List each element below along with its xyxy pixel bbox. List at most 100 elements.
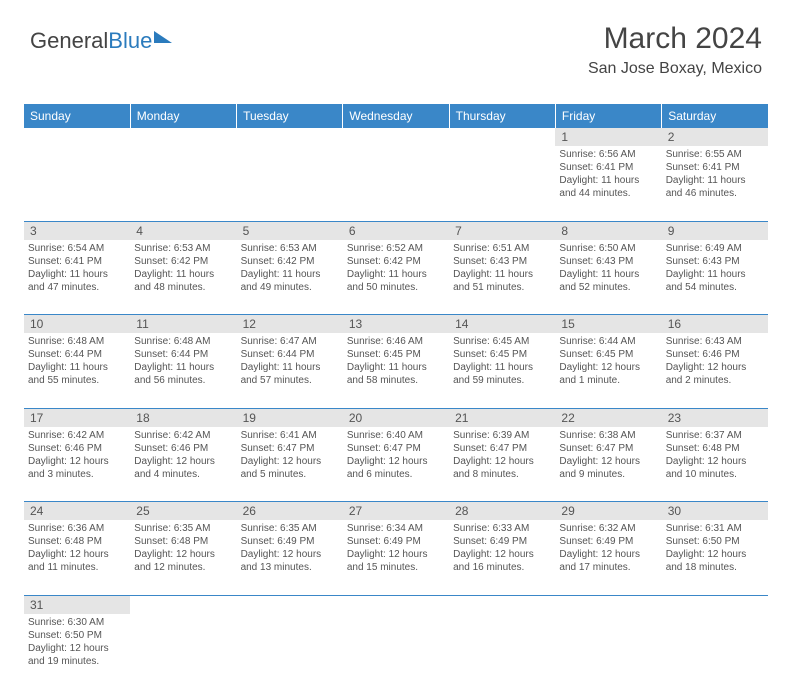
day-number-cell: 22 xyxy=(555,408,661,427)
daynum-row: 31 xyxy=(24,595,768,614)
day-info-line: Sunrise: 6:43 AM xyxy=(666,335,764,348)
day-info-line: Sunset: 6:49 PM xyxy=(347,535,445,548)
day-info-line: Sunrise: 6:54 AM xyxy=(28,242,126,255)
day-content-cell xyxy=(130,614,236,689)
day-info-line: Sunrise: 6:53 AM xyxy=(241,242,339,255)
day-info-line: Daylight: 12 hours and 17 minutes. xyxy=(559,548,657,574)
day-info-line: Sunset: 6:46 PM xyxy=(134,442,232,455)
day-info-line: Daylight: 12 hours and 1 minute. xyxy=(559,361,657,387)
day-number-cell xyxy=(449,128,555,146)
day-content-cell xyxy=(662,614,768,689)
day-number-cell: 13 xyxy=(343,315,449,334)
day-number-cell xyxy=(130,595,236,614)
day-info-line: Daylight: 11 hours and 52 minutes. xyxy=(559,268,657,294)
day-info-line: Sunrise: 6:50 AM xyxy=(559,242,657,255)
day-number-cell xyxy=(662,595,768,614)
day-number-cell xyxy=(343,128,449,146)
day-info-line: Sunrise: 6:55 AM xyxy=(666,148,764,161)
day-content-cell: Sunrise: 6:48 AMSunset: 6:44 PMDaylight:… xyxy=(130,333,236,408)
day-info-line: Daylight: 12 hours and 3 minutes. xyxy=(28,455,126,481)
day-info-line: Sunrise: 6:52 AM xyxy=(347,242,445,255)
day-info-line: Daylight: 12 hours and 12 minutes. xyxy=(134,548,232,574)
day-content-cell: Sunrise: 6:45 AMSunset: 6:45 PMDaylight:… xyxy=(449,333,555,408)
day-info-line: Sunset: 6:42 PM xyxy=(134,255,232,268)
day-info-line: Daylight: 12 hours and 9 minutes. xyxy=(559,455,657,481)
day-content-cell: Sunrise: 6:42 AMSunset: 6:46 PMDaylight:… xyxy=(130,427,236,502)
day-content-cell xyxy=(449,146,555,221)
day-number-cell: 1 xyxy=(555,128,661,146)
day-info-line: Daylight: 11 hours and 47 minutes. xyxy=(28,268,126,294)
content-row: Sunrise: 6:48 AMSunset: 6:44 PMDaylight:… xyxy=(24,333,768,408)
day-info-line: Sunset: 6:49 PM xyxy=(241,535,339,548)
day-info-line: Sunset: 6:41 PM xyxy=(666,161,764,174)
day-info-line: Sunset: 6:44 PM xyxy=(241,348,339,361)
day-number-cell: 4 xyxy=(130,221,236,240)
day-info-line: Sunset: 6:45 PM xyxy=(559,348,657,361)
daynum-row: 17181920212223 xyxy=(24,408,768,427)
page-title: March 2024 xyxy=(588,22,762,56)
day-number-cell xyxy=(130,128,236,146)
day-content-cell xyxy=(24,146,130,221)
day-info-line: Daylight: 11 hours and 54 minutes. xyxy=(666,268,764,294)
weekday-header: Friday xyxy=(555,104,661,128)
day-content-cell: Sunrise: 6:38 AMSunset: 6:47 PMDaylight:… xyxy=(555,427,661,502)
day-info-line: Daylight: 12 hours and 10 minutes. xyxy=(666,455,764,481)
day-info-line: Daylight: 11 hours and 56 minutes. xyxy=(134,361,232,387)
day-info-line: Sunset: 6:41 PM xyxy=(559,161,657,174)
day-info-line: Sunset: 6:43 PM xyxy=(666,255,764,268)
day-number-cell: 5 xyxy=(237,221,343,240)
day-info-line: Daylight: 11 hours and 59 minutes. xyxy=(453,361,551,387)
day-info-line: Sunrise: 6:42 AM xyxy=(134,429,232,442)
day-info-line: Daylight: 11 hours and 44 minutes. xyxy=(559,174,657,200)
logo-text-2: Blue xyxy=(108,28,152,53)
day-info-line: Sunrise: 6:31 AM xyxy=(666,522,764,535)
day-number-cell: 9 xyxy=(662,221,768,240)
day-info-line: Sunrise: 6:30 AM xyxy=(28,616,126,629)
day-info-line: Daylight: 11 hours and 58 minutes. xyxy=(347,361,445,387)
day-number-cell: 24 xyxy=(24,502,130,521)
day-number-cell: 27 xyxy=(343,502,449,521)
day-info-line: Daylight: 11 hours and 50 minutes. xyxy=(347,268,445,294)
day-info-line: Sunrise: 6:42 AM xyxy=(28,429,126,442)
day-info-line: Sunrise: 6:38 AM xyxy=(559,429,657,442)
day-info-line: Sunset: 6:42 PM xyxy=(347,255,445,268)
day-content-cell: Sunrise: 6:52 AMSunset: 6:42 PMDaylight:… xyxy=(343,240,449,315)
logo-text-1: General xyxy=(30,28,108,53)
day-number-cell: 21 xyxy=(449,408,555,427)
day-info-line: Daylight: 12 hours and 13 minutes. xyxy=(241,548,339,574)
day-number-cell: 16 xyxy=(662,315,768,334)
day-info-line: Daylight: 11 hours and 55 minutes. xyxy=(28,361,126,387)
daynum-row: 24252627282930 xyxy=(24,502,768,521)
day-info-line: Daylight: 12 hours and 18 minutes. xyxy=(666,548,764,574)
day-content-cell: Sunrise: 6:31 AMSunset: 6:50 PMDaylight:… xyxy=(662,520,768,595)
day-info-line: Sunset: 6:41 PM xyxy=(28,255,126,268)
weekday-header: Thursday xyxy=(449,104,555,128)
day-content-cell xyxy=(130,146,236,221)
day-content-cell: Sunrise: 6:34 AMSunset: 6:49 PMDaylight:… xyxy=(343,520,449,595)
day-info-line: Sunrise: 6:48 AM xyxy=(28,335,126,348)
day-content-cell: Sunrise: 6:54 AMSunset: 6:41 PMDaylight:… xyxy=(24,240,130,315)
day-info-line: Sunset: 6:44 PM xyxy=(28,348,126,361)
day-info-line: Daylight: 12 hours and 15 minutes. xyxy=(347,548,445,574)
day-info-line: Sunrise: 6:37 AM xyxy=(666,429,764,442)
day-info-line: Sunset: 6:47 PM xyxy=(559,442,657,455)
day-content-cell: Sunrise: 6:40 AMSunset: 6:47 PMDaylight:… xyxy=(343,427,449,502)
day-content-cell xyxy=(449,614,555,689)
day-info-line: Sunrise: 6:32 AM xyxy=(559,522,657,535)
day-info-line: Sunset: 6:42 PM xyxy=(241,255,339,268)
day-content-cell: Sunrise: 6:46 AMSunset: 6:45 PMDaylight:… xyxy=(343,333,449,408)
day-info-line: Sunrise: 6:34 AM xyxy=(347,522,445,535)
day-info-line: Sunset: 6:48 PM xyxy=(666,442,764,455)
day-number-cell: 10 xyxy=(24,315,130,334)
day-content-cell: Sunrise: 6:37 AMSunset: 6:48 PMDaylight:… xyxy=(662,427,768,502)
day-content-cell: Sunrise: 6:30 AMSunset: 6:50 PMDaylight:… xyxy=(24,614,130,689)
weekday-header: Tuesday xyxy=(237,104,343,128)
day-info-line: Daylight: 12 hours and 5 minutes. xyxy=(241,455,339,481)
day-number-cell xyxy=(237,595,343,614)
weekday-header: Sunday xyxy=(24,104,130,128)
day-info-line: Sunrise: 6:35 AM xyxy=(241,522,339,535)
day-info-line: Sunrise: 6:35 AM xyxy=(134,522,232,535)
day-info-line: Sunrise: 6:45 AM xyxy=(453,335,551,348)
day-content-cell: Sunrise: 6:50 AMSunset: 6:43 PMDaylight:… xyxy=(555,240,661,315)
day-info-line: Sunset: 6:45 PM xyxy=(347,348,445,361)
